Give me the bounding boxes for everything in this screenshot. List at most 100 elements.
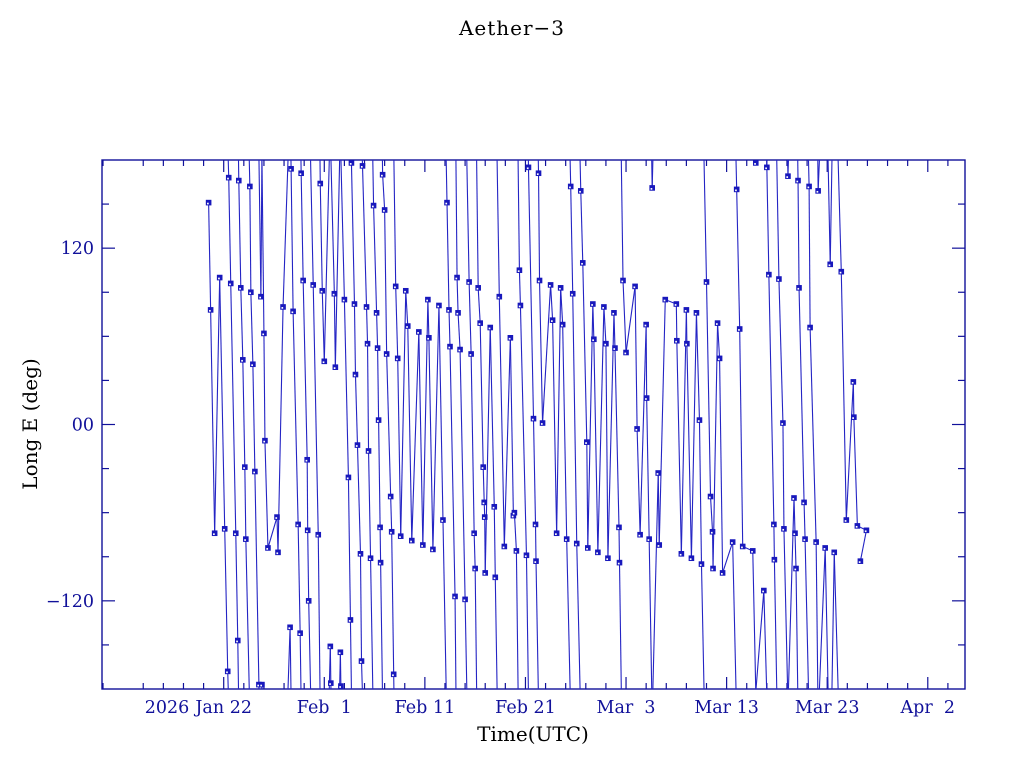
data-line-segment: [329, 646, 332, 684]
data-point-marker: [577, 188, 584, 194]
data-point-marker: [634, 426, 640, 432]
data-point-marker: [297, 630, 303, 636]
data-point-marker: [851, 414, 857, 420]
data-point-marker-notch: [720, 573, 723, 575]
data-line-segment: [712, 323, 719, 569]
data-line-segment: [542, 284, 552, 424]
data-point-marker: [265, 545, 271, 551]
data-line-segment: [519, 305, 528, 556]
data-point-marker: [404, 323, 411, 329]
data-point-marker-notch: [360, 165, 363, 168]
data-point-marker-notch: [390, 531, 392, 534]
data-point-marker-notch: [394, 286, 396, 289]
data-point-marker: [802, 536, 808, 542]
data-point-marker: [854, 523, 861, 529]
data-line-segment: [438, 305, 444, 521]
data-line-segment: [245, 539, 250, 690]
data-point-marker-notch: [389, 496, 391, 499]
data-line-segment: [306, 459, 309, 531]
data-point-marker: [850, 379, 857, 385]
data-line-segment: [722, 541, 734, 574]
data-point-marker: [516, 267, 523, 274]
data-point-marker-notch: [794, 568, 797, 571]
data-point-marker: [397, 533, 404, 539]
data-point-marker-notch: [445, 202, 448, 205]
data-line-segment: [372, 159, 375, 206]
chart-title: Aether−3: [458, 16, 566, 40]
data-line-segment: [302, 280, 308, 460]
data-point-marker-notch: [511, 515, 514, 518]
data-point-marker: [205, 199, 212, 206]
data-line-segment: [808, 186, 811, 328]
data-line-segment: [476, 159, 479, 288]
data-line-segment: [252, 364, 256, 472]
data-point-marker-notch: [392, 674, 394, 677]
data-point-marker-notch: [307, 600, 309, 603]
data-line-segment: [317, 534, 321, 690]
data-line-segment: [534, 524, 537, 562]
data-line-segment: [248, 159, 251, 187]
data-point-marker: [703, 279, 710, 285]
data-line-segment: [587, 303, 594, 548]
data-line-segment: [795, 568, 799, 690]
data-point-marker-notch: [612, 312, 615, 315]
data-point-marker-notch: [741, 546, 743, 549]
data-point-marker: [232, 530, 239, 537]
data-line-segment: [532, 418, 537, 525]
data-point-marker-notch: [318, 183, 321, 186]
data-point-marker-notch: [512, 512, 515, 515]
x-tick-label: Feb 1: [297, 698, 352, 718]
data-point-marker: [455, 310, 461, 316]
data-line-segment: [840, 271, 847, 521]
data-point-marker-notch: [704, 282, 707, 284]
data-point-marker: [207, 307, 214, 313]
data-point-marker-notch: [502, 546, 505, 549]
data-point-marker-notch: [591, 304, 593, 306]
data-line-segment: [235, 533, 239, 641]
data-line-segment: [494, 577, 498, 690]
data-line-segment: [290, 168, 294, 312]
data-line-segment: [686, 343, 692, 559]
data-line-segment: [651, 159, 654, 188]
data-point-marker: [341, 296, 348, 303]
data-point-marker-notch: [816, 190, 819, 193]
data-line-segment: [395, 286, 399, 359]
data-point-marker: [510, 512, 517, 519]
data-point-marker-notch: [236, 640, 238, 643]
data-point-marker-notch: [536, 173, 539, 176]
data-point-marker-notch: [227, 177, 229, 180]
data-point-marker: [549, 317, 556, 323]
data-point-marker-notch: [248, 186, 250, 189]
data-line-segment: [267, 516, 278, 549]
data-point-marker-notch: [377, 420, 379, 422]
data-point-marker-notch: [754, 163, 756, 165]
data-point-marker-notch: [358, 553, 361, 556]
data-point-marker-notch: [802, 502, 805, 505]
data-point-marker: [357, 551, 364, 557]
data-point-marker-notch: [684, 309, 687, 312]
data-point-marker-notch: [777, 279, 780, 281]
data-line-segment: [356, 445, 362, 554]
data-point-marker-notch: [488, 327, 491, 330]
data-point-marker: [649, 185, 655, 191]
data-point-marker-notch: [823, 548, 826, 550]
data-point-marker-notch: [262, 333, 265, 336]
data-point-marker: [225, 174, 232, 181]
data-line-segment: [300, 173, 304, 281]
data-line-segment: [224, 528, 229, 672]
data-point-marker-notch: [289, 168, 292, 171]
data-point-marker-notch: [472, 533, 475, 536]
data-point-marker: [227, 280, 234, 287]
data-point-marker-notch: [359, 661, 362, 663]
data-point-marker: [462, 596, 468, 603]
data-point-marker: [288, 166, 294, 172]
data-point-marker-notch: [493, 577, 496, 580]
data-line-segment: [249, 186, 252, 293]
data-point-marker-notch: [467, 282, 470, 284]
data-point-marker: [481, 499, 488, 506]
data-point-marker: [496, 293, 503, 300]
data-point-marker: [643, 395, 650, 401]
data-point-marker-notch: [613, 348, 616, 350]
data-line-segment: [607, 312, 615, 559]
data-line-segment: [384, 209, 388, 354]
